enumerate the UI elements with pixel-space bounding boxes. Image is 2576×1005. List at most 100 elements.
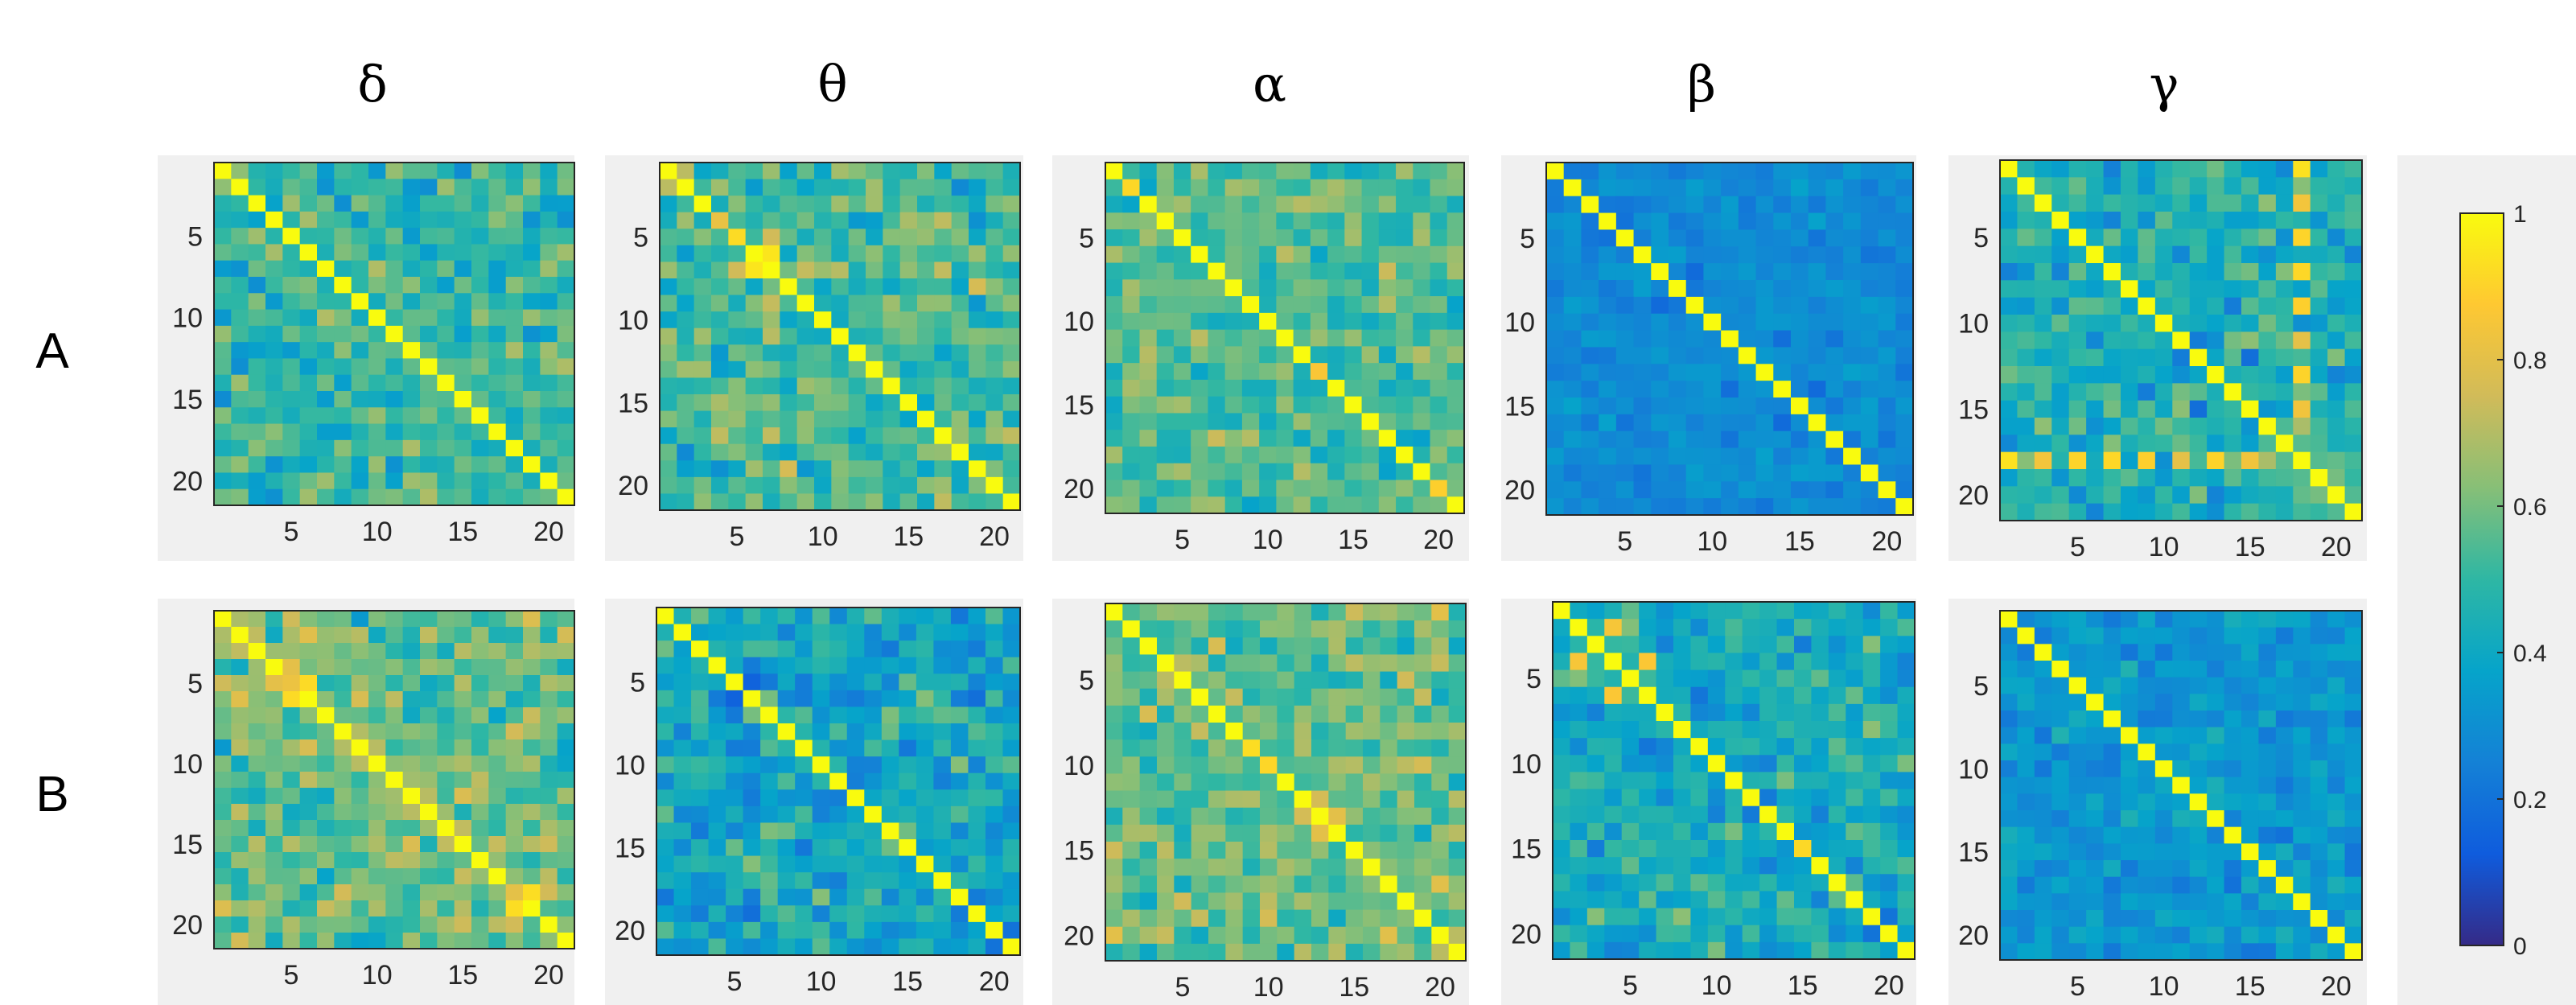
- heatmap-cell: [437, 277, 455, 294]
- heatmap-cell: [1759, 941, 1778, 960]
- heatmap-cell: [471, 211, 489, 229]
- heatmap-cell: [368, 179, 386, 196]
- heatmap-cell: [1773, 280, 1792, 298]
- heatmap-cell: [2224, 503, 2242, 521]
- heatmap-cell: [2017, 194, 2035, 212]
- heatmap-cell: [2000, 177, 2018, 196]
- heatmap-cell: [1604, 840, 1623, 858]
- heatmap-cell: [1725, 908, 1743, 926]
- heatmap-cell: [1656, 738, 1674, 756]
- heatmap-cell: [1191, 329, 1209, 347]
- heatmap-cell: [1639, 772, 1657, 790]
- heatmap-cell: [1811, 805, 1829, 824]
- heatmap-cell: [1225, 756, 1244, 775]
- heatmap-cell: [726, 739, 744, 757]
- heatmap-cell: [2103, 245, 2121, 264]
- heatmap-cell: [969, 229, 986, 246]
- heatmap-cell: [248, 179, 266, 196]
- heatmap-cell: [231, 325, 249, 343]
- heatmap-cell: [1361, 312, 1380, 331]
- heatmap-cell: [2207, 486, 2225, 505]
- heatmap-cell: [1002, 739, 1021, 757]
- heatmap-cell: [1599, 263, 1617, 281]
- heatmap-cell: [334, 788, 352, 805]
- heatmap-cell: [673, 706, 692, 724]
- heatmap-cell: [420, 900, 438, 917]
- heatmap-cell: [420, 228, 438, 245]
- heatmap-cell: [317, 358, 335, 376]
- heatmap-cell: [1310, 262, 1328, 280]
- heatmap-cell: [1430, 463, 1448, 481]
- heatmap-cell: [673, 872, 692, 890]
- heatmap-cell: [1225, 824, 1244, 842]
- heatmap-cell: [2154, 263, 2173, 281]
- heatmap-cell: [385, 472, 404, 490]
- heatmap-cell: [917, 278, 935, 296]
- heatmap-cell: [214, 293, 232, 311]
- heatmap-cell: [2327, 776, 2346, 794]
- heatmap-cell: [934, 294, 953, 312]
- heatmap-cell: [777, 772, 796, 790]
- heatmap-cell: [2207, 160, 2225, 178]
- heatmap-cell: [1413, 463, 1431, 481]
- heatmap-cell: [812, 822, 830, 840]
- heatmap-cell: [2293, 177, 2311, 196]
- heatmap-cell: [2241, 611, 2260, 628]
- heatmap-cell: [214, 756, 232, 772]
- heatmap-cell: [1310, 196, 1328, 213]
- heatmap-cell: [1260, 909, 1278, 928]
- heatmap-cell: [1378, 379, 1397, 397]
- heatmap-cell: [1448, 892, 1467, 911]
- heatmap-cell: [2138, 926, 2156, 944]
- heatmap-cell: [454, 916, 472, 933]
- heatmap-cell: [1776, 703, 1795, 722]
- heatmap-cell: [351, 739, 369, 756]
- heatmap-cell: [2310, 677, 2328, 694]
- heatmap-cell: [2086, 332, 2105, 350]
- heatmap-cell: [814, 245, 832, 263]
- heatmap-cell: [1828, 857, 1846, 875]
- heatmap-cell: [2121, 661, 2139, 678]
- heatmap-cell: [1327, 312, 1345, 331]
- heatmap-cell: [1276, 245, 1294, 264]
- heatmap-cell: [831, 262, 850, 279]
- heatmap-cell: [265, 691, 283, 708]
- heatmap-cell: [214, 195, 232, 212]
- heatmap-cell: [1615, 330, 1635, 348]
- heatmap-cell: [420, 293, 438, 311]
- heatmap-cell: [763, 493, 780, 511]
- heatmap-cell: [2154, 383, 2173, 402]
- heatmap-cell: [2017, 212, 2035, 229]
- heatmap-cell: [1546, 414, 1565, 432]
- heatmap-cell: [728, 493, 747, 511]
- heatmap-cell: [933, 805, 952, 824]
- heatmap-cell: [1825, 414, 1844, 432]
- heatmap-cell: [1825, 447, 1844, 466]
- heatmap-cell: [1773, 296, 1792, 315]
- heatmap-cell: [1174, 637, 1192, 656]
- heatmap-cell: [2327, 644, 2346, 661]
- heatmap-cell: [1880, 721, 1899, 739]
- heatmap-cell: [2068, 245, 2087, 264]
- heatmap-cell: [777, 624, 796, 641]
- heatmap-cell: [2138, 229, 2156, 247]
- heatmap-cell: [437, 456, 455, 474]
- heatmap-cell: [351, 723, 369, 740]
- heatmap-cell: [760, 624, 779, 641]
- heatmap-cell: [2051, 160, 2070, 178]
- heatmap-cell: [1139, 824, 1158, 842]
- heatmap-cell: [1880, 874, 1899, 892]
- heatmap-cell: [1361, 196, 1380, 213]
- heatmap-cell: [1604, 755, 1623, 773]
- heatmap-cell: [2121, 245, 2139, 264]
- heatmap-cell: [795, 739, 813, 757]
- heatmap-cell: [1656, 686, 1674, 705]
- heatmap-cell: [1895, 280, 1914, 298]
- heatmap-cell: [673, 938, 692, 956]
- heatmap-cell: [1260, 705, 1278, 723]
- heatmap-cell: [1846, 653, 1864, 671]
- y-tick-label: 5: [1973, 223, 1989, 253]
- heatmap-cell: [557, 804, 575, 821]
- heatmap-cell: [505, 293, 524, 311]
- heatmap-cell: [1242, 671, 1261, 690]
